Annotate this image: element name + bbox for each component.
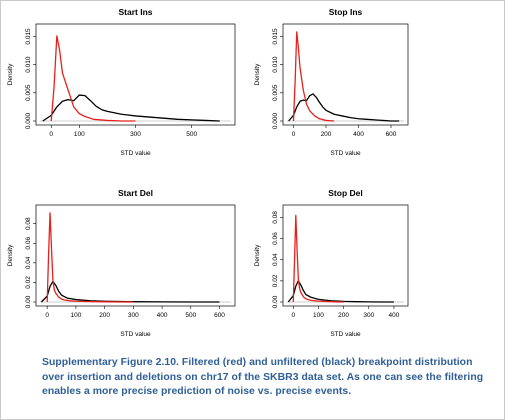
- x-tick-label: 400: [389, 312, 400, 319]
- filtered-density-line: [292, 31, 335, 122]
- y-tick-label: 0.000: [25, 112, 32, 129]
- x-tick-label: 0: [292, 131, 296, 138]
- y-tick-label: 0.00: [25, 295, 32, 308]
- plot-panel-1: Start Ins 0 100 300 500 0.000 0.005 0.010 0.015 S…: [7, 7, 236, 157]
- y-tick-label: 0.02: [25, 276, 32, 289]
- x-tick-label: 600: [214, 312, 225, 319]
- plot-frame: [35, 23, 236, 126]
- unfiltered-density-line: [40, 280, 220, 303]
- y-tick-label: 0.04: [25, 256, 32, 269]
- y-tick-label: 0.06: [272, 232, 279, 245]
- plot-frame: [282, 204, 409, 307]
- y-tick-label: 0.04: [272, 253, 279, 266]
- x-axis-label: STD value: [330, 331, 361, 338]
- x-tick-label: 100: [70, 312, 81, 319]
- y-axis-label: Density: [7, 63, 14, 85]
- plot-title: Start Ins: [118, 7, 152, 17]
- plot-title: Stop Del: [328, 188, 362, 198]
- y-tick-label: 0.010: [25, 56, 32, 73]
- y-tick-label: 0.08: [272, 211, 279, 224]
- caption-line-3: enables a more precise prediction of noi…: [42, 386, 352, 398]
- y-tick-label: 0.000: [272, 112, 279, 129]
- caption-line-1: Supplementary Figure 2.10. Filtered (red…: [42, 357, 473, 368]
- x-tick-label: 300: [128, 312, 139, 319]
- unfiltered-density-line: [288, 93, 400, 122]
- x-tick-label: 100: [313, 312, 324, 319]
- x-tick-label: 200: [338, 312, 349, 319]
- plot-title: Start Del: [118, 188, 153, 198]
- y-tick-label: 0.015: [25, 28, 32, 45]
- y-axis-label: Density: [7, 244, 14, 266]
- x-tick-label: 200: [321, 131, 332, 138]
- x-tick-label: 500: [186, 131, 197, 138]
- y-tick-label: 0.005: [272, 84, 279, 101]
- unfiltered-density-line: [42, 94, 220, 122]
- x-tick-label: 500: [185, 312, 196, 319]
- figure-caption: Supplementary Figure 2.10. Filtered (red…: [42, 356, 484, 400]
- x-tick-label: 400: [353, 131, 364, 138]
- x-tick-label: 400: [157, 312, 168, 319]
- x-tick-label: 300: [130, 131, 141, 138]
- y-axis-label: Density: [254, 63, 261, 85]
- x-tick-label: 600: [386, 131, 397, 138]
- y-axis-label: Density: [254, 244, 261, 266]
- y-tick-label: 0.02: [272, 274, 279, 287]
- unfiltered-density-line: [287, 280, 394, 303]
- caption-line-2: over insertion and deletions on chr17 of…: [42, 371, 484, 383]
- y-tick-label: 0.005: [25, 84, 32, 101]
- y-tick-label: 0.010: [272, 56, 279, 73]
- x-axis-label: STD value: [120, 150, 151, 157]
- x-tick-label: 100: [74, 131, 85, 138]
- y-tick-label: 0.00: [272, 295, 279, 308]
- x-axis-label: STD value: [120, 331, 151, 338]
- x-tick-label: 0: [291, 312, 295, 319]
- plot-panel-3: Start Del 0 100 200 300 400 500 600 0.00 0.02 0.04…: [7, 188, 236, 338]
- x-tick-label: 0: [45, 312, 49, 319]
- filtered-density-line: [50, 35, 136, 122]
- filtered-density-line: [292, 214, 344, 303]
- y-tick-label: 0.015: [272, 28, 279, 45]
- y-tick-label: 0.06: [25, 237, 32, 250]
- plot-panel-4: Stop Del 0 100 200 300 400 0.00 0.02 0.04 0.06 0.0…: [254, 188, 409, 338]
- plot-title: Stop Ins: [329, 7, 363, 17]
- plot-frame: [282, 23, 409, 126]
- y-tick-label: 0.08: [25, 217, 32, 230]
- x-axis-label: STD value: [330, 150, 361, 157]
- x-tick-label: 300: [363, 312, 374, 319]
- x-tick-label: 0: [49, 131, 53, 138]
- filtered-density-line: [46, 212, 134, 303]
- x-tick-label: 200: [99, 312, 110, 319]
- plot-frame: [35, 204, 236, 307]
- plot-panel-2: Stop Ins 0 200 400 600 0.000 0.005 0.010 0.015 ST…: [254, 7, 409, 157]
